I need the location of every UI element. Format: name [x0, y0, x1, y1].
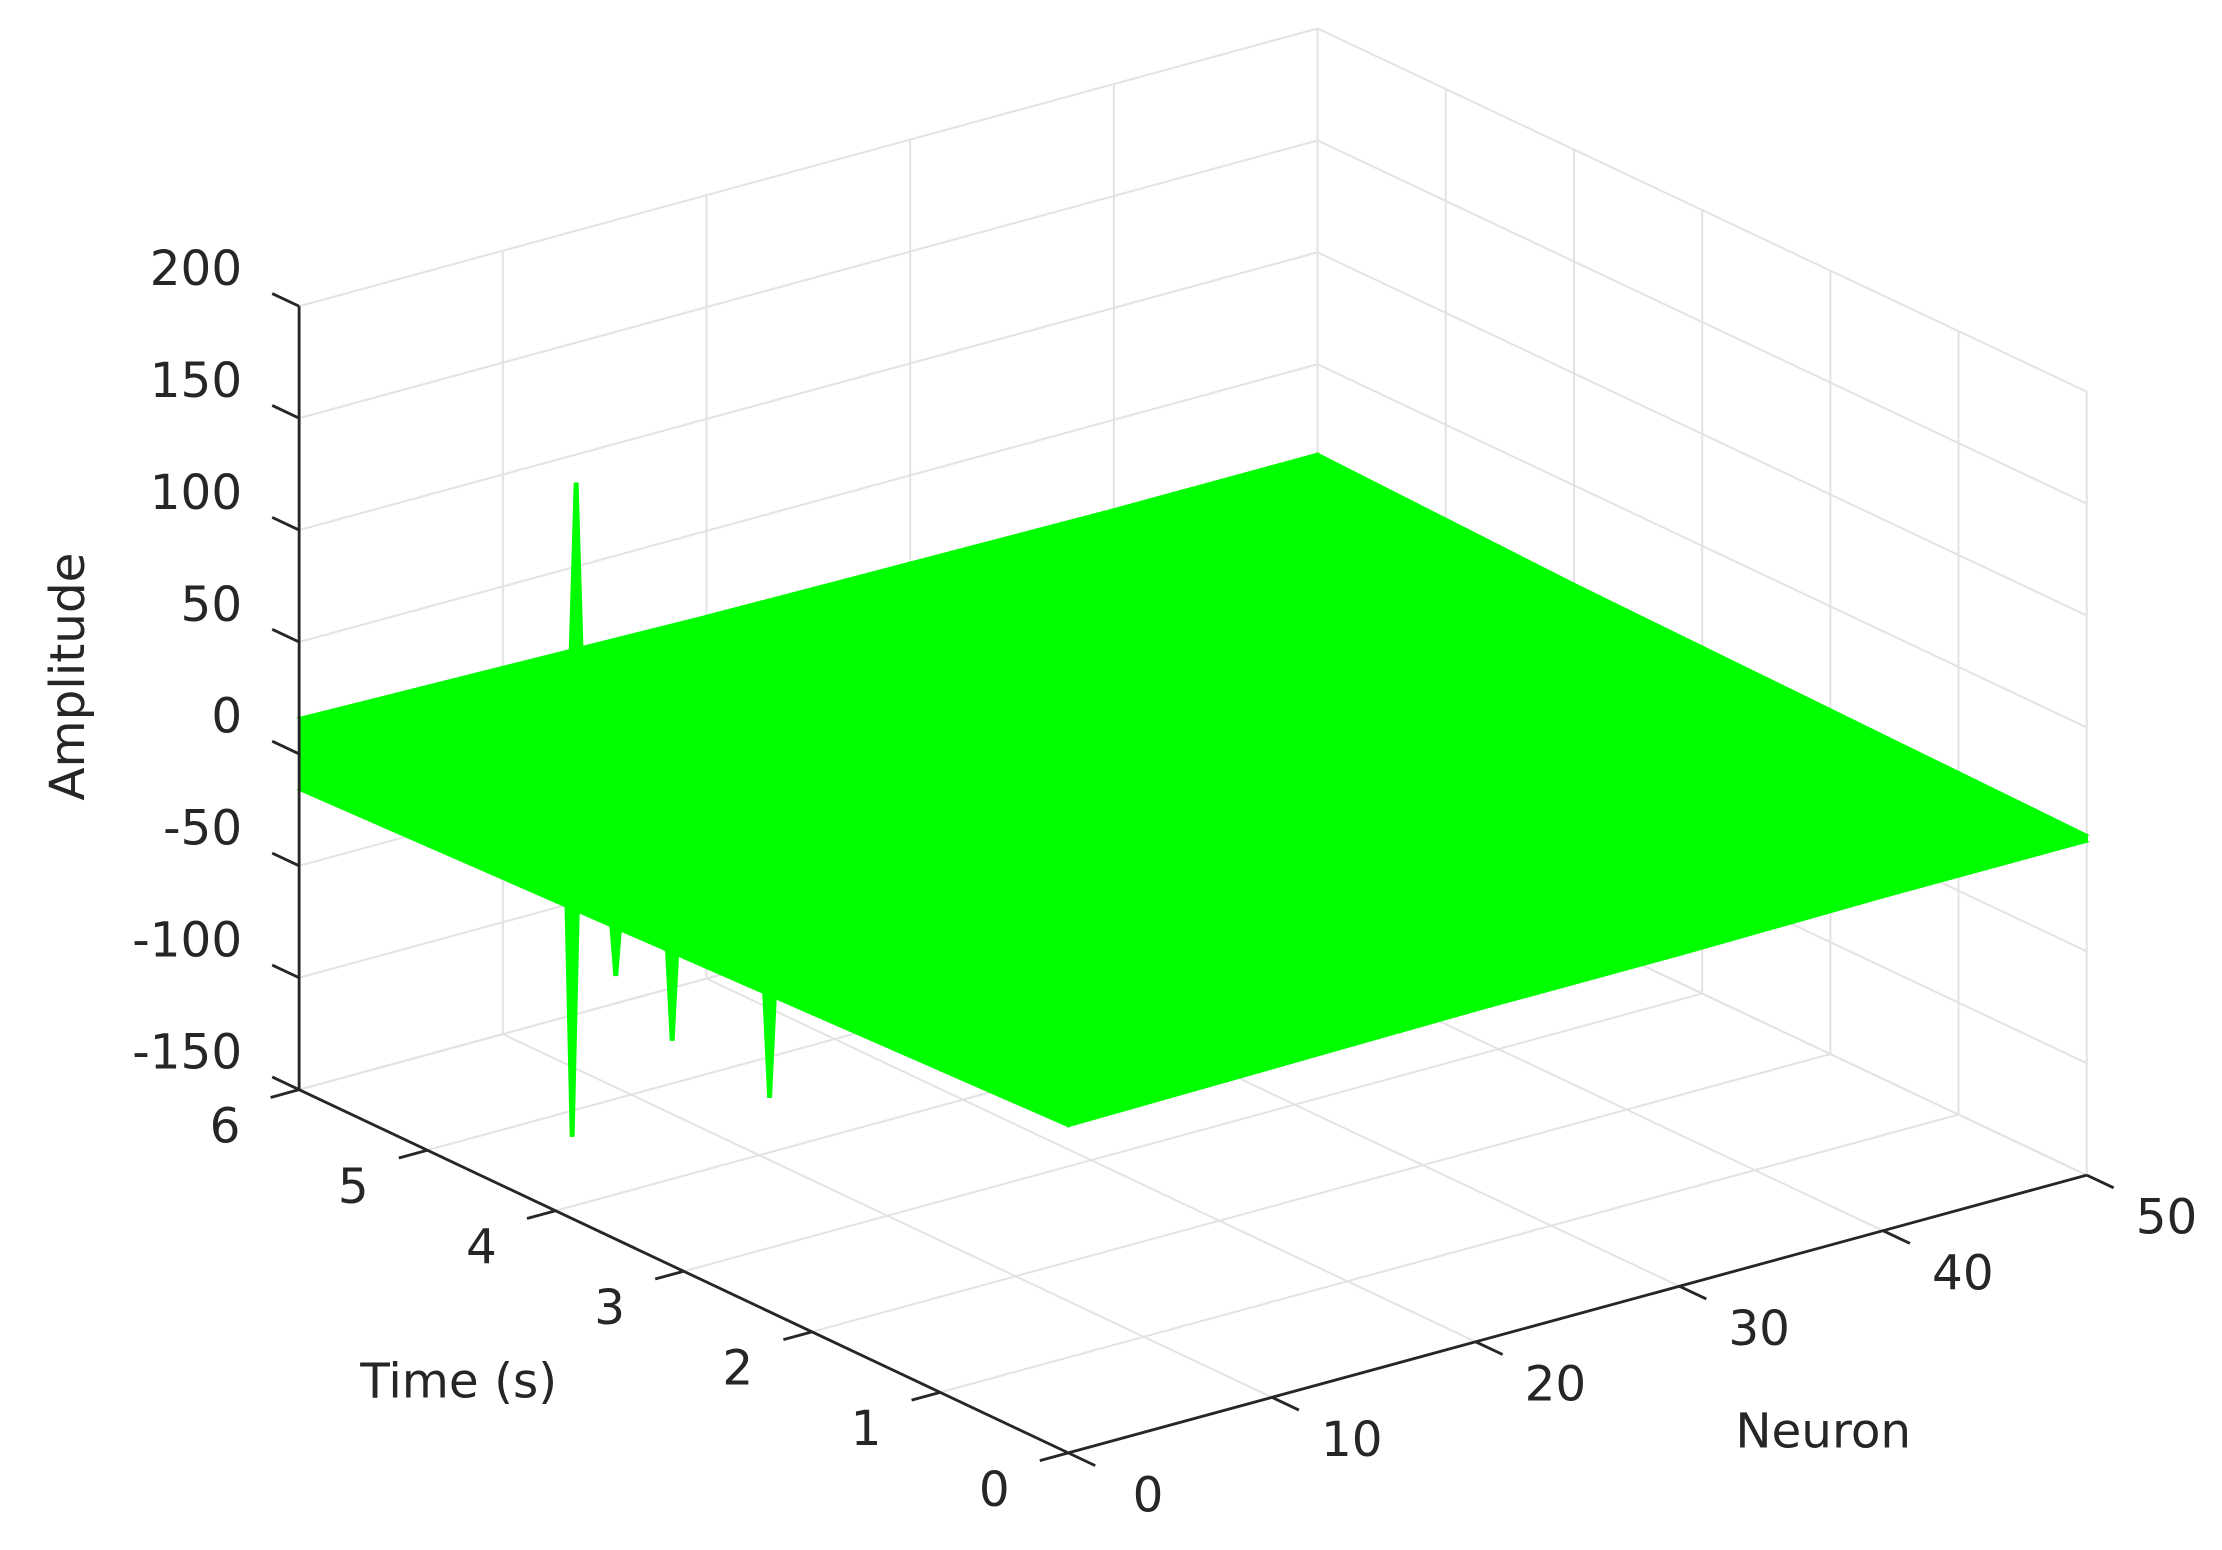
z-tick	[271, 404, 300, 420]
y-tick-label: 4	[466, 1220, 497, 1276]
grid-line	[939, 1113, 1959, 1394]
y-tick-label: 1	[851, 1401, 882, 1457]
grid-line	[298, 363, 1318, 643]
spike	[567, 482, 585, 680]
y-tick-label: 2	[722, 1341, 753, 1397]
y-tick-label: 5	[338, 1159, 369, 1215]
surface-patch	[1112, 452, 1319, 545]
z-tick-label: -150	[132, 1024, 242, 1080]
z-tick-label: 50	[181, 577, 243, 633]
z-tick	[271, 516, 300, 532]
y-tick-label: 6	[210, 1099, 241, 1155]
grid-line	[1317, 363, 2088, 729]
x-tick-label: 0	[1133, 1467, 1164, 1523]
z-tick	[271, 1075, 300, 1091]
y-tick-label: 3	[594, 1280, 625, 1336]
z-tick-label: 200	[150, 241, 242, 297]
plot-area: Amplitude Time (s) Neuron -150-100-50050…	[40, 27, 2198, 1523]
spike	[607, 902, 625, 977]
z-tick-label: 0	[211, 689, 242, 745]
x-tick	[1067, 1451, 1096, 1467]
x-tick	[2086, 1173, 2115, 1190]
y-tick	[783, 1330, 813, 1341]
z-tick-label: 150	[150, 353, 242, 409]
grid-line	[1317, 139, 2088, 505]
y-axis-label: Time (s)	[359, 1354, 557, 1410]
z-tick	[271, 739, 300, 756]
y-tick	[398, 1148, 428, 1160]
y-tick	[654, 1269, 685, 1281]
x-tick-label: 30	[1728, 1301, 1790, 1357]
z-tick-label: 100	[150, 465, 242, 521]
x-tick	[1678, 1284, 1707, 1301]
grid-line	[683, 992, 1703, 1273]
spike	[663, 929, 681, 1041]
y-tick	[911, 1390, 941, 1402]
z-tick	[271, 292, 300, 308]
x-axis-label: Neuron	[1735, 1403, 1911, 1459]
y-tick	[526, 1209, 556, 1220]
grid-line	[298, 139, 1318, 420]
x-tick	[1882, 1229, 1911, 1245]
z-tick	[271, 627, 300, 644]
spike	[761, 975, 778, 1099]
z-tick-label: -50	[163, 801, 242, 857]
y-tick	[1039, 1451, 1069, 1463]
x-tick-label: 10	[1321, 1412, 1383, 1468]
x-tick-label: 50	[2136, 1190, 2198, 1246]
x-tick	[1271, 1396, 1300, 1412]
z-tick	[271, 963, 300, 980]
y-tick-label: 0	[979, 1462, 1010, 1518]
z-axis-label: Amplitude	[40, 553, 96, 801]
y-tick	[270, 1088, 300, 1099]
x-tick-label: 40	[1932, 1245, 1994, 1301]
spike	[563, 881, 581, 1137]
x-tick	[1475, 1340, 1504, 1356]
grid-line	[1317, 251, 2088, 617]
grid-line	[811, 1053, 1831, 1333]
z-tick	[271, 851, 300, 868]
z-tick-label: -100	[132, 913, 242, 969]
grid-line	[1317, 27, 2088, 393]
grid-line	[298, 251, 1318, 532]
grid-line	[298, 27, 1318, 308]
x-axis	[1067, 1173, 2088, 1455]
x-tick-label: 20	[1525, 1356, 1587, 1412]
